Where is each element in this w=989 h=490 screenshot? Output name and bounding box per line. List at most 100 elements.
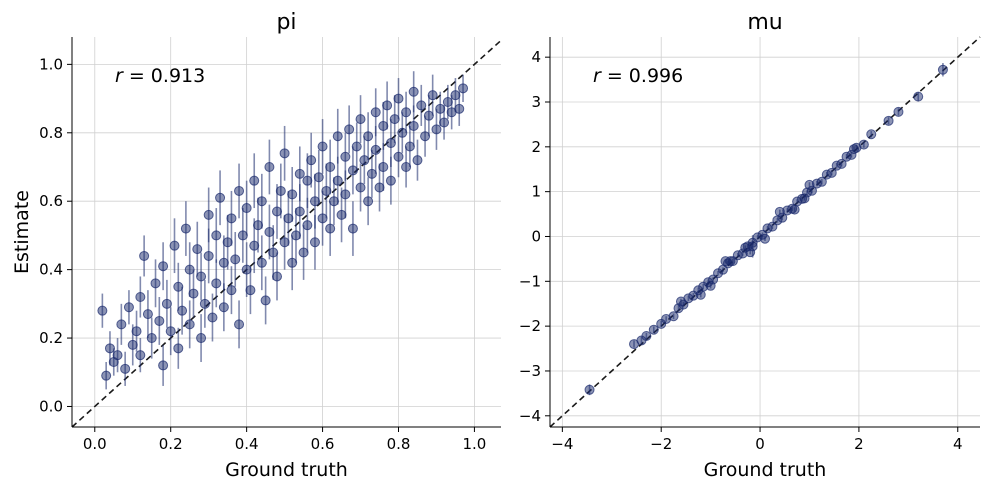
data-point [165, 307, 176, 356]
data-point [883, 115, 894, 126]
y-tick-label: −4 [519, 407, 541, 425]
data-point [192, 221, 203, 277]
annotation-value: = 0.913 [123, 65, 205, 87]
data-point [260, 276, 271, 325]
data-point [913, 91, 924, 102]
data-point [359, 136, 370, 185]
data-point [675, 296, 686, 307]
point-marker [325, 223, 336, 234]
data-point [234, 300, 245, 349]
y-axis-label: Estimate [11, 190, 33, 274]
data-point [253, 197, 264, 253]
data-point [416, 84, 427, 126]
point-marker [848, 144, 859, 155]
point-marker [401, 107, 412, 118]
x-tick-label: 0.2 [159, 435, 183, 453]
data-point [584, 384, 595, 396]
data-point [382, 81, 393, 130]
point-marker [196, 271, 207, 282]
data-point [393, 78, 404, 120]
data-point [325, 139, 336, 195]
point-marker [101, 370, 112, 381]
data-point [146, 317, 157, 359]
x-tick-label: −2 [650, 435, 672, 453]
data-point [397, 112, 408, 154]
point-marker [378, 162, 389, 172]
point-marker [648, 324, 659, 335]
data-point [313, 149, 324, 205]
point-marker [211, 230, 222, 241]
data-point [203, 228, 214, 284]
data-point [226, 190, 237, 246]
data-point [370, 125, 381, 174]
data-point [389, 95, 400, 144]
data-point [725, 256, 736, 267]
y-tick-label: −1 [519, 272, 541, 290]
point-marker [218, 302, 229, 313]
data-point [256, 235, 267, 291]
gridlines [72, 37, 501, 427]
data-point [321, 163, 332, 219]
point-marker [161, 298, 172, 309]
data-point [695, 289, 706, 300]
data-point [154, 297, 165, 345]
data-point [116, 303, 127, 345]
y-tick-label: 1.0 [39, 55, 63, 73]
point-marker [675, 296, 686, 307]
point-marker [116, 319, 127, 330]
point-marker [370, 144, 381, 155]
point-marker [249, 175, 260, 186]
data-point [207, 293, 218, 342]
point-marker [382, 100, 393, 111]
data-point [264, 139, 275, 195]
point-marker [192, 244, 203, 255]
data-point [937, 63, 948, 77]
point-marker [199, 298, 210, 309]
point-marker [234, 319, 245, 330]
point-marker [165, 326, 176, 337]
data-point [279, 214, 290, 270]
chart-title: pi [276, 10, 296, 35]
data-point [234, 163, 245, 219]
data-point [332, 156, 343, 205]
x-axis-label: Ground truth [225, 459, 348, 481]
data-point [378, 143, 389, 191]
data-point [112, 338, 123, 373]
data-point [158, 242, 169, 291]
data-point [150, 259, 161, 308]
data-point [866, 129, 877, 140]
data-point [180, 201, 191, 256]
point-marker [211, 278, 222, 289]
data-point [826, 167, 837, 178]
annotation-value: = 0.996 [601, 65, 683, 87]
point-marker [203, 209, 214, 220]
data-point [385, 156, 396, 205]
data-point [799, 193, 810, 204]
x-tick-label: 0 [755, 435, 765, 453]
point-marker [294, 206, 305, 217]
data-points [584, 63, 948, 396]
data-point [306, 132, 317, 188]
point-marker [799, 193, 810, 204]
point-marker [245, 285, 256, 296]
point-marker [184, 319, 195, 330]
point-marker [332, 131, 343, 142]
data-point [393, 136, 404, 178]
point-marker [416, 100, 427, 111]
point-marker [241, 203, 252, 214]
chart-panel-mu: −4 −2 0 2 4 −4 −3 −2 −1 0 1 2 3 4 mu Ground truth r =… [519, 10, 981, 481]
data-point [158, 344, 169, 386]
point-marker [313, 172, 324, 183]
point-marker [325, 162, 336, 172]
data-point [648, 324, 659, 335]
x-axis-label: Ground truth [704, 459, 827, 481]
data-point [439, 105, 450, 140]
data-point [188, 269, 199, 318]
point-marker [150, 278, 161, 289]
axis-ticks: 0.0 0.2 0.4 0.6 0.8 1.0 0.0 0.2 0.4 0.6 0.8 1.0 [39, 55, 486, 453]
data-point [211, 208, 222, 263]
point-marker [234, 185, 245, 196]
point-marker [883, 115, 894, 126]
data-point [241, 180, 252, 236]
